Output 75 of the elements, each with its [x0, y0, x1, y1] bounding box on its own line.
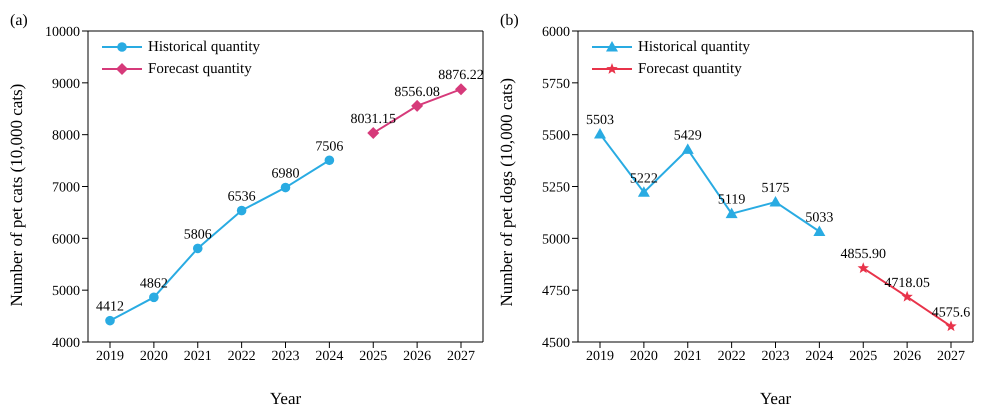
y-tick-label: 8000: [52, 128, 80, 144]
x-tick-label: 2022: [718, 348, 746, 364]
x-tick-label: 2026: [403, 348, 432, 364]
y-tick-label: 5000: [542, 232, 570, 248]
data-label: 5033: [805, 210, 834, 226]
point: [280, 182, 290, 192]
point: [813, 225, 826, 236]
x-tick-label: 2024: [805, 348, 834, 364]
y-tick-label: 4000: [52, 336, 80, 351]
point: [682, 143, 694, 154]
data-label: 6536: [228, 190, 256, 205]
y-tick-label: 6000: [542, 24, 570, 40]
x-tick-label: 2020: [630, 348, 658, 364]
point: [726, 208, 738, 218]
x-tick-label: 2024: [315, 348, 344, 364]
y-tick-label: 5750: [542, 76, 570, 92]
legend-label: Historical quantity: [638, 38, 750, 56]
data-label: 4575.6: [932, 305, 970, 320]
data-label: 5429: [674, 128, 702, 144]
x-tick-label: 2027: [937, 348, 965, 364]
y-tick-label: 7000: [52, 180, 80, 196]
point: [945, 320, 957, 332]
y-tick-label: 6000: [52, 232, 80, 248]
x-tick-label: 2023: [762, 348, 790, 364]
point: [149, 292, 159, 302]
point: [858, 262, 869, 274]
data-label: 5503: [586, 113, 614, 128]
x-axis-title: Year: [270, 389, 302, 408]
data-label: 7506: [315, 139, 344, 154]
chart-title: (a): [10, 12, 28, 30]
x-tick-label: 2020: [140, 348, 168, 364]
x-tick-label: 2021: [674, 348, 702, 364]
point: [324, 155, 334, 166]
data-label: 6980: [272, 166, 300, 182]
y-tick-label: 5250: [542, 180, 570, 196]
point: [105, 316, 115, 326]
point: [770, 196, 782, 207]
x-tick-label: 2021: [184, 348, 212, 364]
point: [638, 186, 650, 197]
y-tick-label: 9000: [52, 76, 80, 92]
y-tick-label: 5500: [542, 128, 570, 144]
y-tick-label: 5000: [52, 284, 80, 300]
point: [367, 127, 380, 140]
x-tick-label: 2023: [272, 348, 300, 364]
data-label: 8556.08: [394, 84, 440, 100]
x-axis-title: Year: [760, 389, 792, 408]
y-axis-title: Number of pet dogs (10,000 cats): [497, 78, 516, 306]
point: [192, 244, 203, 254]
y-tick-label: 4750: [542, 284, 570, 300]
x-tick-label: 2027: [447, 348, 475, 364]
data-label: 4412: [96, 300, 124, 315]
data-label: 8031.15: [350, 112, 396, 128]
legend-label: Forecast quantity: [638, 60, 742, 78]
chart-title: (b): [500, 12, 519, 30]
point: [901, 290, 913, 302]
legend-label: Historical quantity: [148, 38, 260, 56]
x-tick-label: 2025: [359, 348, 388, 364]
data-label: 4855.90: [840, 247, 886, 262]
y-axis-title: Number of pet cats (10,000 cats): [7, 84, 26, 306]
y-tick-label: 10000: [45, 24, 80, 40]
legend-label: Forecast quantity: [148, 60, 252, 78]
x-tick-label: 2025: [849, 348, 878, 364]
data-label: 5806: [184, 227, 212, 242]
y-tick-label: 4500: [542, 336, 570, 351]
x-tick-label: 2019: [96, 348, 124, 364]
x-tick-label: 2026: [893, 348, 922, 364]
point: [236, 206, 246, 216]
data-label: 5175: [762, 181, 790, 196]
data-label: 4718.05: [884, 276, 930, 291]
x-tick-label: 2019: [586, 348, 614, 364]
point: [411, 100, 424, 112]
data-label: 8876.22: [438, 68, 484, 84]
x-tick-label: 2022: [228, 348, 256, 364]
point: [455, 83, 467, 96]
point: [594, 128, 606, 139]
